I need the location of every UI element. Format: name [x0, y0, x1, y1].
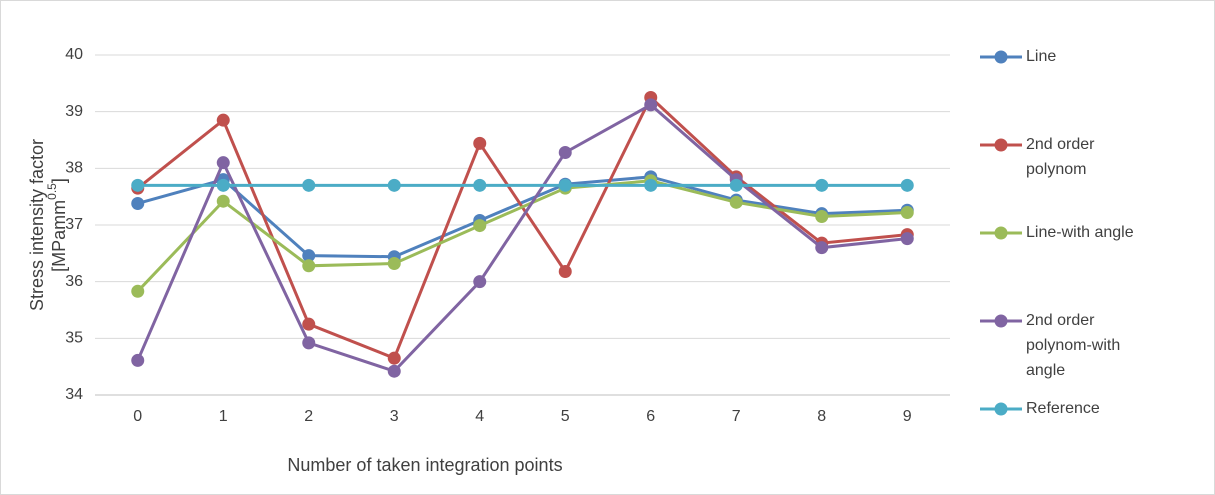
- point: [302, 317, 316, 331]
- y-axis-label-unit: [MPamm0.5]: [45, 178, 69, 272]
- x-tick-label: 0: [133, 408, 142, 425]
- legend-marker: [994, 402, 1008, 416]
- legend-label: Line-with angle: [1026, 224, 1134, 241]
- point: [387, 178, 401, 192]
- legend-line: Line-with angle: [1026, 224, 1134, 241]
- legend-marker: [994, 50, 1008, 64]
- point: [558, 264, 572, 278]
- y-tick-label: 38: [65, 160, 83, 177]
- point: [473, 275, 487, 289]
- legend-line: 2nd order: [1026, 136, 1095, 153]
- legend-line: polynom: [1026, 161, 1086, 178]
- legend-label: 2nd order polynom-with angle: [1026, 312, 1120, 379]
- point: [815, 178, 829, 192]
- point: [216, 178, 230, 192]
- legend-marker: [994, 138, 1008, 152]
- legend-marker: [994, 226, 1008, 240]
- series-line: [136, 179, 908, 293]
- point: [387, 257, 401, 271]
- x-tick-label: 4: [475, 408, 484, 425]
- point: [302, 336, 316, 350]
- point: [131, 178, 145, 192]
- y-tick-label: 39: [65, 103, 83, 120]
- point: [216, 113, 230, 127]
- x-tick-label: 7: [732, 408, 741, 425]
- y-tick-label: 40: [65, 46, 83, 63]
- unit-sup: 0.5: [45, 183, 59, 200]
- unit: [MPamm: [49, 200, 69, 272]
- point: [729, 178, 743, 192]
- legend-label: 2nd order polynom: [1026, 136, 1095, 178]
- legend-line: polynom-with: [1026, 337, 1120, 354]
- point: [216, 194, 230, 208]
- point: [644, 98, 658, 112]
- point: [473, 219, 487, 233]
- legend-line: angle: [1026, 362, 1065, 379]
- point: [302, 178, 316, 192]
- legend-line: 2nd order: [1026, 312, 1095, 329]
- y-axis-label: Stress intensity factor [MPamm0.5]: [27, 139, 69, 311]
- point: [387, 351, 401, 365]
- x-tick-label: 3: [390, 408, 399, 425]
- legend-marker: [994, 314, 1008, 328]
- x-tick-label: 8: [817, 408, 826, 425]
- x-tick-label: 5: [561, 408, 570, 425]
- y-axis-label-main: Stress intensity factor: [27, 139, 47, 311]
- point: [473, 178, 487, 192]
- x-tick-label: 2: [304, 408, 313, 425]
- x-tick-label: 6: [646, 408, 655, 425]
- series-line: [137, 175, 908, 259]
- point: [558, 145, 572, 159]
- point: [815, 241, 829, 255]
- point: [302, 249, 316, 263]
- x-tick-label: 1: [219, 408, 228, 425]
- y-tick-label: 35: [65, 330, 83, 347]
- x-axis-label: Number of taken integration points: [287, 455, 562, 475]
- point: [900, 206, 914, 220]
- point: [558, 178, 572, 192]
- series-line: [136, 103, 908, 373]
- point: [900, 232, 914, 246]
- point: [387, 364, 401, 378]
- x-tick-label: 9: [903, 408, 912, 425]
- point: [131, 284, 145, 298]
- point: [729, 195, 743, 209]
- legend-label: Reference: [1026, 400, 1100, 417]
- point: [216, 156, 230, 170]
- point: [131, 196, 145, 210]
- point: [900, 178, 914, 192]
- point: [815, 210, 829, 223]
- point: [131, 353, 145, 367]
- y-tick-label: 34: [65, 386, 83, 403]
- y-tick-label: 37: [65, 216, 83, 233]
- legend-line: Reference: [1026, 400, 1100, 417]
- y-tick-label: 36: [65, 273, 83, 290]
- point: [644, 178, 658, 192]
- legend-line: Line: [1026, 48, 1056, 65]
- point: [302, 259, 316, 273]
- legend-label: Line: [1026, 48, 1056, 65]
- point: [473, 136, 487, 150]
- unit-close: ]: [49, 178, 69, 183]
